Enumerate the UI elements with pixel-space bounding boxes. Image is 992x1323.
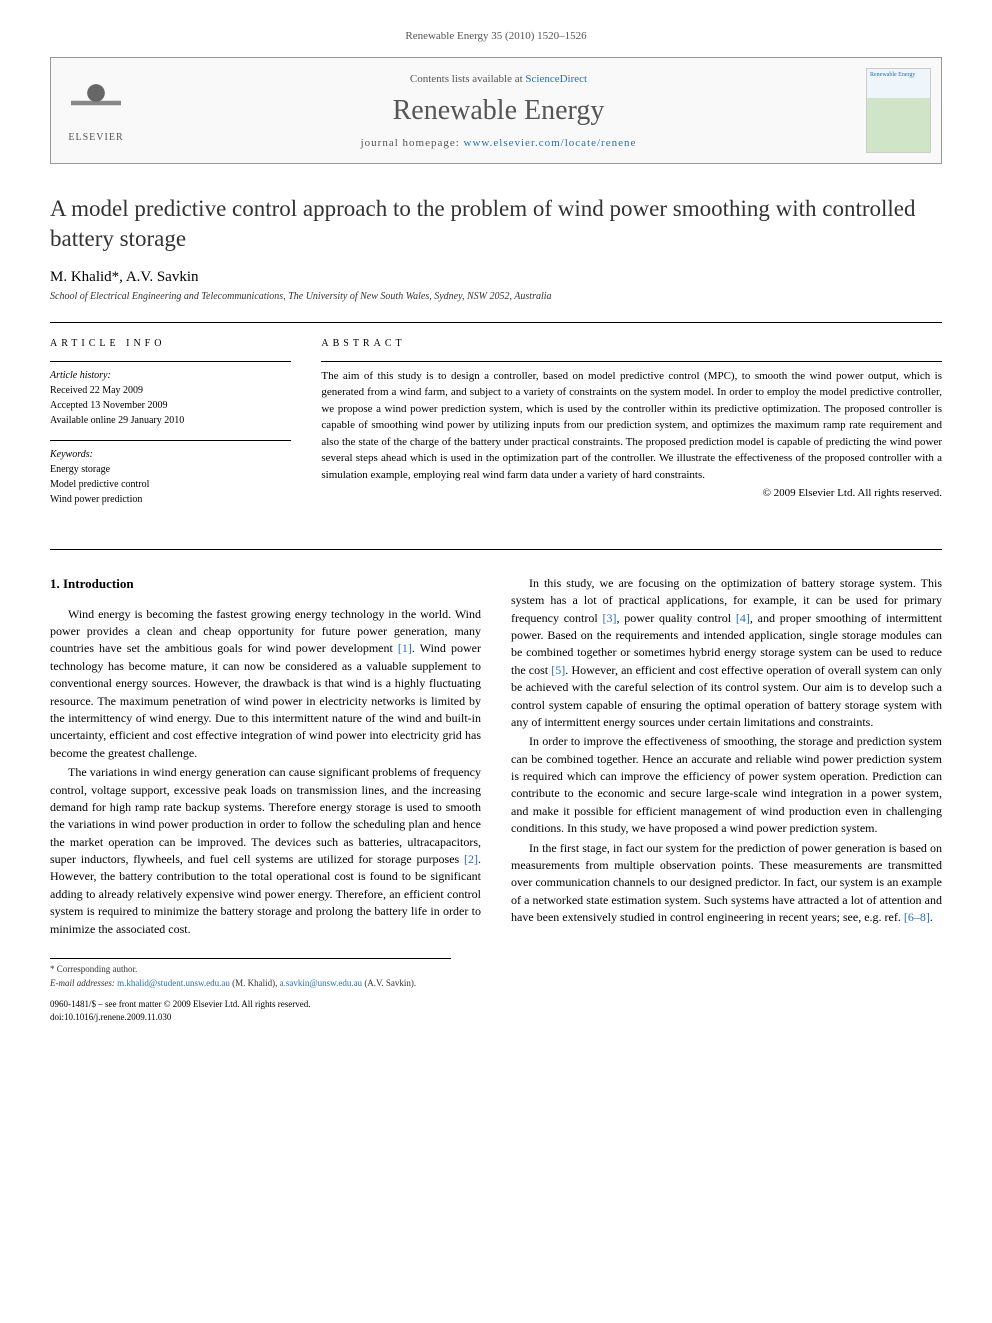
para-3-b: , power quality control <box>617 611 736 625</box>
para-3-d: . However, an efficient and cost effecti… <box>511 663 942 729</box>
doi-line: doi:10.1016/j.renene.2009.11.030 <box>50 1011 942 1024</box>
para-2-a: The variations in wind energy generation… <box>50 765 481 866</box>
para-3: In this study, we are focusing on the op… <box>511 575 942 732</box>
article-history-block: Article history: Received 22 May 2009 Ac… <box>50 361 291 428</box>
abstract-text: The aim of this study is to design a con… <box>321 361 942 502</box>
para-2-c: system is required to minimize the batte… <box>50 904 481 935</box>
accepted-date: Accepted 13 November 2009 <box>50 400 167 411</box>
contents-prefix: Contents lists available at <box>410 73 525 85</box>
elsevier-tree-icon <box>71 78 121 128</box>
corresponding-label: * Corresponding author. <box>50 963 451 977</box>
doi-block: 0960-1481/$ – see front matter © 2009 El… <box>50 998 942 1023</box>
para-2: The variations in wind energy generation… <box>50 764 481 938</box>
para-5: In the first stage, in fact our system f… <box>511 840 942 927</box>
sciencedirect-link[interactable]: ScienceDirect <box>525 73 587 85</box>
article-title: A model predictive control approach to t… <box>50 194 942 254</box>
email-1-who: (M. Khalid), <box>230 978 280 988</box>
keyword-1: Energy storage <box>50 464 110 475</box>
ref-1[interactable]: [1] <box>398 641 412 655</box>
email-2-who: (A.V. Savkin). <box>362 978 416 988</box>
abstract-heading: abstract <box>321 338 942 349</box>
ref-5[interactable]: [5] <box>551 663 565 677</box>
elsevier-logo: ELSEVIER <box>61 71 131 151</box>
para-4: In order to improve the effectiveness of… <box>511 733 942 837</box>
keyword-3: Wind power prediction <box>50 494 142 505</box>
body-columns: 1. Introduction Wind energy is becoming … <box>50 575 942 938</box>
homepage-link[interactable]: www.elsevier.com/locate/renene <box>464 137 637 149</box>
ref-2[interactable]: [2] <box>464 852 478 866</box>
online-date: Available online 29 January 2010 <box>50 415 184 426</box>
corresponding-author-block: * Corresponding author. E-mail addresses… <box>50 958 451 990</box>
ref-3[interactable]: [3] <box>603 611 617 625</box>
history-label: Article history: <box>50 370 111 381</box>
cover-label: Renewable Energy <box>867 69 930 82</box>
running-head: Renewable Energy 35 (2010) 1520–1526 <box>50 30 942 42</box>
journal-name: Renewable Energy <box>141 95 856 127</box>
keywords-block: Keywords: Energy storage Model predictiv… <box>50 440 291 507</box>
keyword-2: Model predictive control <box>50 479 149 490</box>
abstract-copyright: © 2009 Elsevier Ltd. All rights reserved… <box>321 485 942 502</box>
article-info-column: article info Article history: Received 2… <box>50 338 291 519</box>
journal-header-box: ELSEVIER Contents lists available at Sci… <box>50 57 942 164</box>
abstract-body: The aim of this study is to design a con… <box>321 370 942 481</box>
section-divider <box>50 549 942 550</box>
email-label: E-mail addresses: <box>50 978 117 988</box>
para-5-b: . <box>930 910 933 924</box>
affiliation: School of Electrical Engineering and Tel… <box>50 291 942 302</box>
ref-6-8[interactable]: [6–8] <box>904 910 930 924</box>
contents-line: Contents lists available at ScienceDirec… <box>141 73 856 85</box>
article-info-heading: article info <box>50 338 291 349</box>
authors: M. Khalid*, A.V. Savkin <box>50 269 942 286</box>
publisher-name: ELSEVIER <box>68 132 123 143</box>
journal-cover-thumbnail: Renewable Energy <box>866 68 931 153</box>
para-1-b: . Wind power technology has become matur… <box>50 641 481 759</box>
section-1-heading: 1. Introduction <box>50 575 481 594</box>
abstract-column: abstract The aim of this study is to des… <box>321 338 942 519</box>
keywords-label: Keywords: <box>50 449 93 460</box>
homepage-line: journal homepage: www.elsevier.com/locat… <box>141 137 856 149</box>
ref-4[interactable]: [4] <box>736 611 750 625</box>
email-line: E-mail addresses: m.khalid@student.unsw.… <box>50 977 451 991</box>
homepage-prefix: journal homepage: <box>361 137 464 149</box>
received-date: Received 22 May 2009 <box>50 385 143 396</box>
front-matter-line: 0960-1481/$ – see front matter © 2009 El… <box>50 998 942 1011</box>
para-5-a: In the first stage, in fact our system f… <box>511 841 942 925</box>
email-2[interactable]: a.savkin@unsw.edu.au <box>280 978 362 988</box>
email-1[interactable]: m.khalid@student.unsw.edu.au <box>117 978 230 988</box>
para-1: Wind energy is becoming the fastest grow… <box>50 606 481 763</box>
journal-meta: Contents lists available at ScienceDirec… <box>141 73 856 149</box>
